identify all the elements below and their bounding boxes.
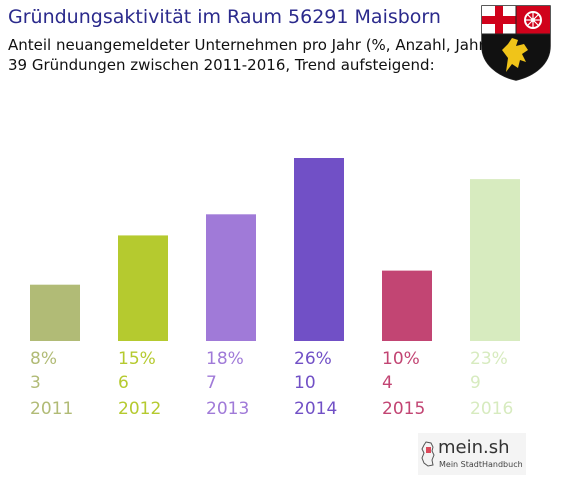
- brand-name: mein.sh: [438, 437, 510, 458]
- year-label-2015: 2015: [382, 399, 425, 419]
- chart-title: Gründungsaktivität im Raum 56291 Maisbor…: [8, 6, 441, 28]
- chart-subtitle: Anteil neuangemeldeter Unternehmen pro J…: [8, 36, 491, 54]
- value-label-2013: 18%: [206, 349, 244, 369]
- count-label-2014: 10: [294, 373, 316, 393]
- count-label-2011: 3: [30, 373, 41, 393]
- year-label-2016: 2016: [470, 399, 513, 419]
- brand-tagline: Mein StadtHandbuch: [439, 460, 523, 469]
- count-label-2012: 6: [118, 373, 129, 393]
- bar-2013: [206, 214, 256, 341]
- germany-map-icon: [421, 441, 435, 467]
- year-label-2013: 2013: [206, 399, 249, 419]
- bar-2016: [470, 179, 520, 341]
- year-label-2014: 2014: [294, 399, 337, 419]
- bar-2012: [118, 235, 168, 341]
- count-label-2015: 4: [382, 373, 393, 393]
- value-label-2012: 15%: [118, 349, 156, 369]
- year-label-2011: 2011: [30, 399, 73, 419]
- chart-summary: 39 Gründungen zwischen 2011-2016, Trend …: [8, 56, 435, 74]
- bar-2015: [382, 270, 432, 341]
- bar-2014: [294, 158, 344, 341]
- bar-2011: [30, 284, 80, 341]
- count-label-2016: 9: [470, 373, 481, 393]
- brand-box: [418, 433, 526, 475]
- value-label-2016: 23%: [470, 349, 508, 369]
- value-label-2014: 26%: [294, 349, 332, 369]
- value-label-2011: 8%: [30, 349, 57, 369]
- count-label-2013: 7: [206, 373, 217, 393]
- coat-of-arms-icon: [481, 5, 551, 81]
- value-label-2015: 10%: [382, 349, 420, 369]
- year-label-2012: 2012: [118, 399, 161, 419]
